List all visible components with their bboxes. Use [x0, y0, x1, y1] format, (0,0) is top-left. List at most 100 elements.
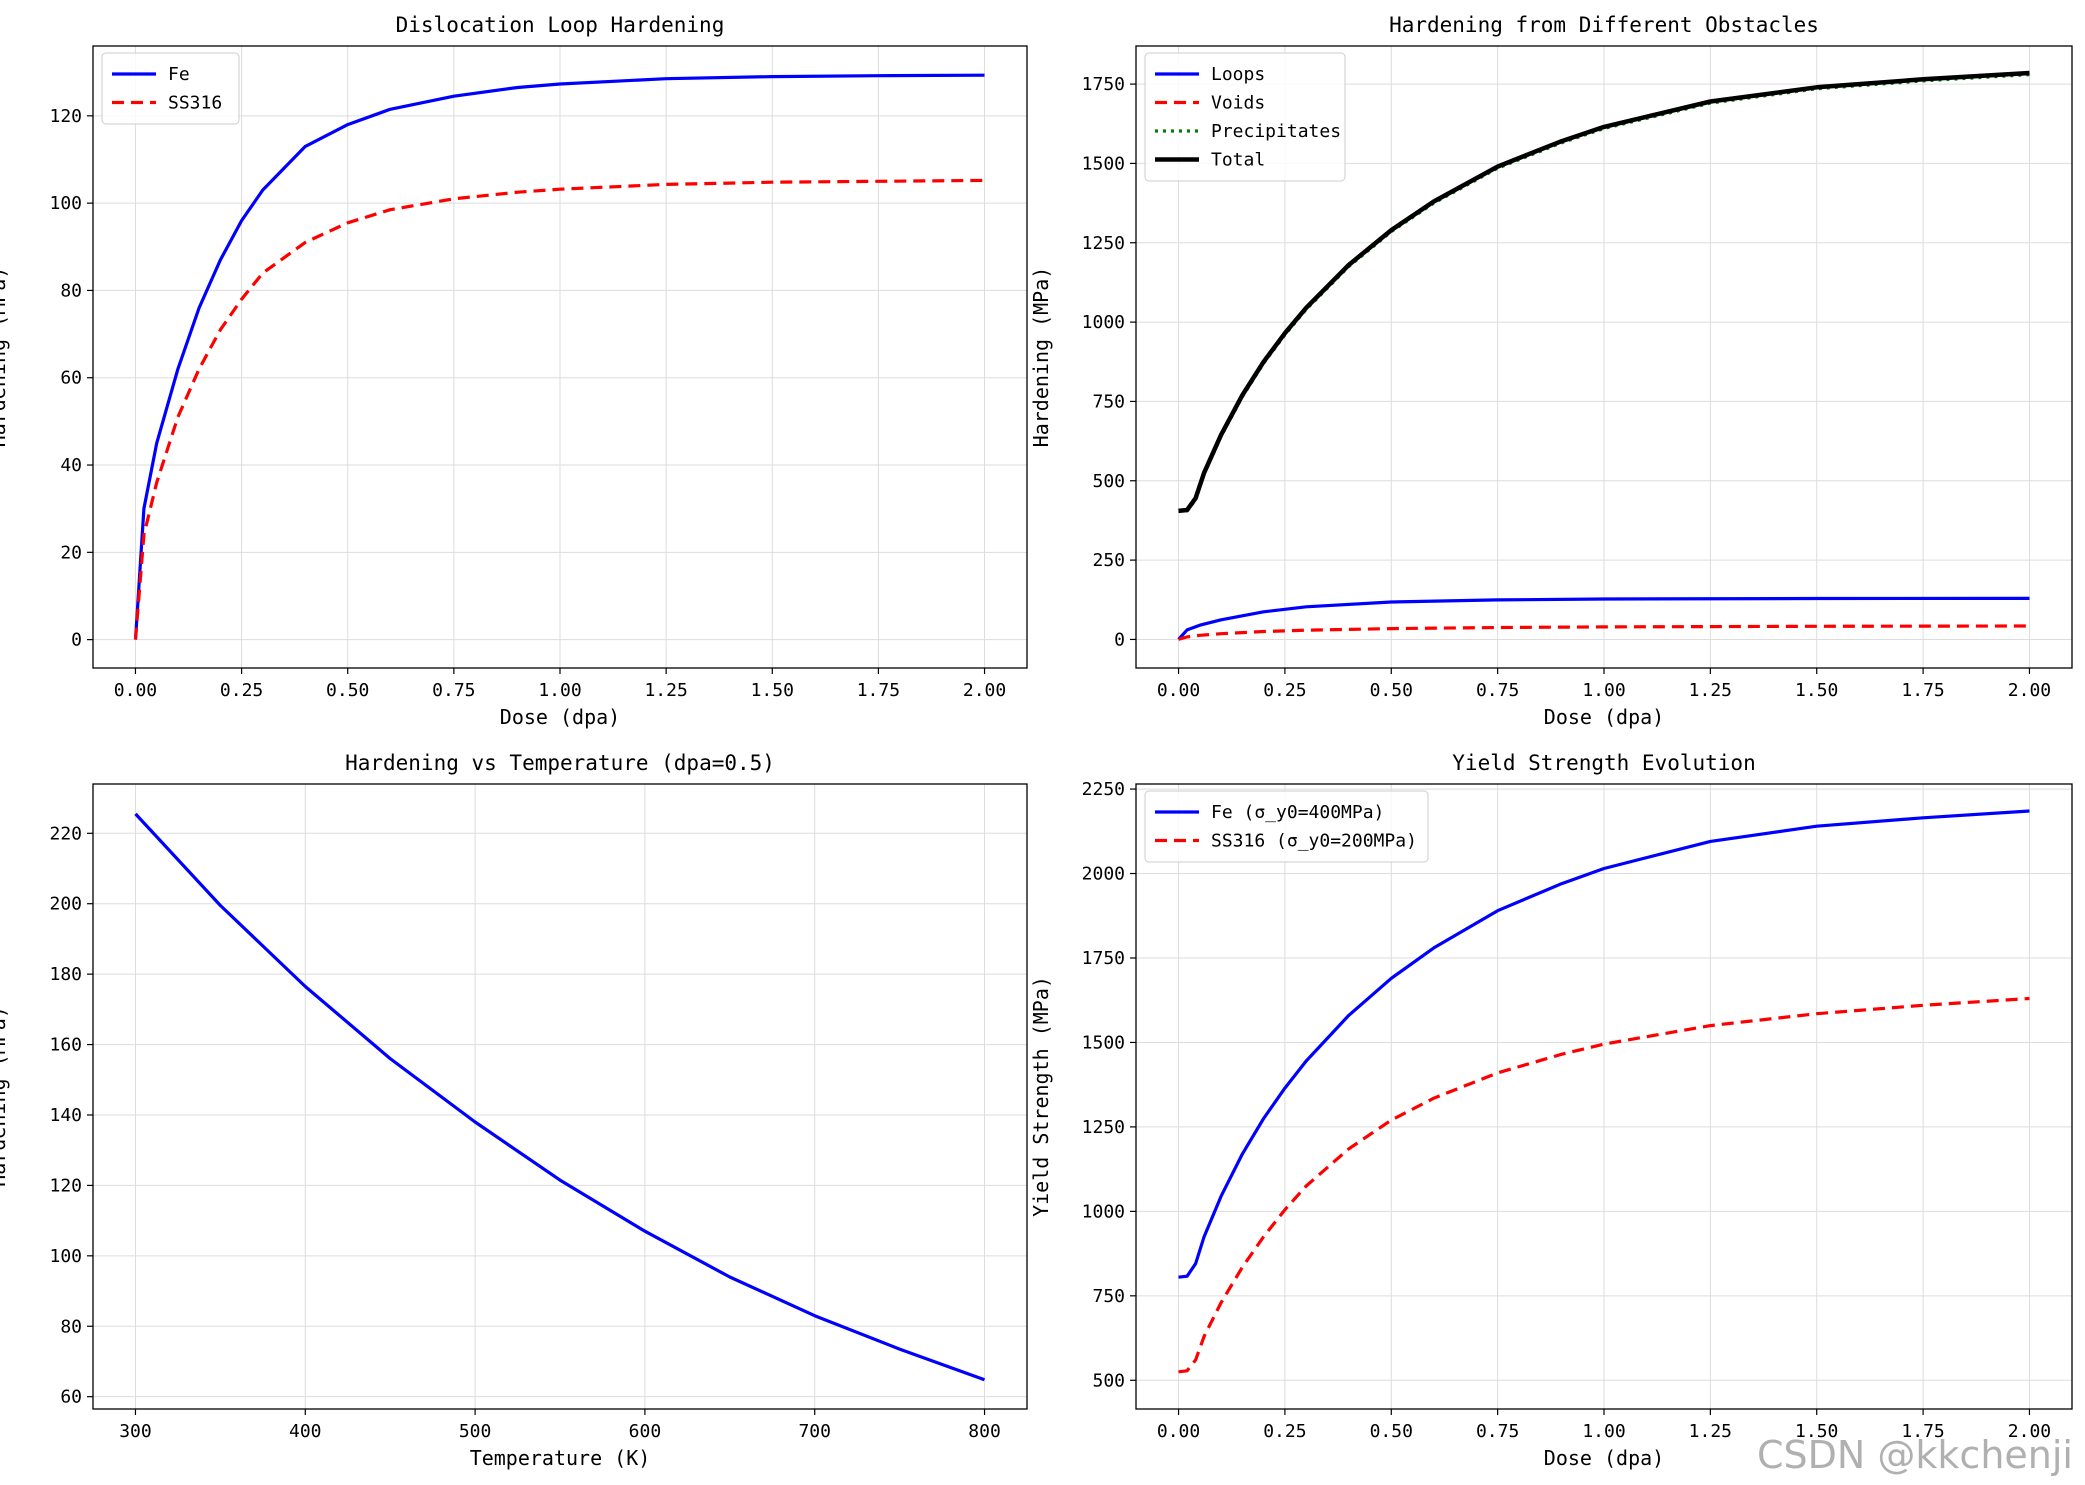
y-axis-label: Hardening (MPa)	[0, 1006, 10, 1187]
x-tick-label: 0.25	[1263, 680, 1306, 701]
legend: Fe (σ_y0=400MPa) SS316 (σ_y0=200MPa)	[1144, 790, 1429, 863]
x-tick-label: 0.75	[432, 680, 475, 701]
legend-box	[101, 52, 240, 125]
x-tick-label: 0.75	[1476, 680, 1519, 701]
legend-entry: Voids	[1211, 93, 1265, 114]
y-tick-label: 500	[1092, 1370, 1125, 1391]
y-tick-label: 140	[49, 1105, 82, 1126]
chart-panel-2: 0.00 0.25 0.50 0.75 1.00 1.25 1.50 1.75 2.00 0 250…	[1029, 13, 2073, 729]
x-tick-label: 0.50	[326, 680, 369, 701]
legend-entry: Precipitates	[1211, 121, 1341, 142]
legend-box	[1144, 790, 1429, 863]
y-tick-label: 750	[1092, 1286, 1125, 1307]
chart-panel-4: 0.00 0.25 0.50 0.75 1.00 1.25 1.50 1.75 2.00 500 7…	[1029, 751, 2073, 1470]
series-line-fe-y0-400mpa-	[1178, 809, 2030, 1279]
series-line-total	[1178, 70, 2030, 514]
y-tick-label: 80	[60, 1316, 82, 1337]
y-tick-label: 1000	[1082, 1201, 1125, 1222]
y-tick-label: 200	[49, 894, 82, 915]
x-tick-label: 0.25	[1263, 1421, 1306, 1442]
x-tick-label: 2.00	[2008, 680, 2051, 701]
x-tick-label: 500	[459, 1421, 492, 1442]
x-tick-label: 1.50	[1795, 680, 1838, 701]
legend-entry: Loops	[1211, 64, 1265, 85]
y-tick-label: 100	[49, 193, 82, 214]
x-tick-label: 600	[629, 1421, 662, 1442]
y-tick-label: 250	[1092, 550, 1125, 571]
legend-entry: Fe (σ_y0=400MPa)	[1211, 802, 1384, 823]
x-tick-label: 0.00	[1157, 680, 1200, 701]
x-tick-label: 1.25	[644, 680, 687, 701]
series-line-ss316	[133, 178, 985, 640]
x-tick-label: 2.00	[2008, 1421, 2051, 1442]
x-tick-label: 1.00	[538, 680, 581, 701]
x-tick-label: 1.75	[1901, 1421, 1944, 1442]
legend-entry: Fe	[168, 64, 190, 85]
x-tick-label: 1.00	[1582, 1421, 1625, 1442]
x-tick-label: 1.75	[857, 680, 900, 701]
x-tick-label: 700	[798, 1421, 831, 1442]
series-line-voids	[1178, 624, 2030, 641]
legend-box	[1144, 52, 1346, 182]
y-tick-label: 1500	[1082, 153, 1125, 174]
x-tick-label: 0.50	[1370, 1421, 1413, 1442]
y-tick-label: 20	[60, 542, 82, 563]
legend-entry: Total	[1211, 150, 1265, 171]
y-axis-label: Hardening (MPa)	[0, 267, 10, 448]
y-tick-label: 0	[1114, 629, 1125, 650]
y-tick-label: 2000	[1082, 864, 1125, 885]
chart-title: Hardening vs Temperature (dpa=0.5)	[345, 751, 775, 775]
series-line-ss316-y0-200mpa-	[1178, 996, 2030, 1374]
x-tick-label: 800	[968, 1421, 1001, 1442]
y-tick-label: 1250	[1082, 1117, 1125, 1138]
y-tick-label: 160	[49, 1035, 82, 1056]
y-tick-label: 1500	[1082, 1032, 1125, 1053]
x-tick-label: 1.50	[1795, 1421, 1838, 1442]
x-tick-label: 0.00	[1157, 1421, 1200, 1442]
chart-title: Hardening from Different Obstacles	[1389, 13, 1819, 37]
y-tick-label: 1250	[1082, 233, 1125, 254]
y-tick-label: 80	[60, 280, 82, 301]
y-tick-label: 120	[49, 106, 82, 127]
x-tick-label: 0.00	[114, 680, 157, 701]
x-tick-label: 0.25	[220, 680, 263, 701]
x-tick-label: 1.25	[1689, 1421, 1732, 1442]
x-tick-label: 1.25	[1689, 680, 1732, 701]
chart-panel-3: 300 400 500 600 700 800 60 80 100 120 140 160 180 200…	[0, 751, 1028, 1470]
legend-entry: SS316	[168, 93, 222, 114]
y-tick-label: 0	[71, 630, 82, 651]
x-tick-label: 400	[289, 1421, 322, 1442]
y-tick-label: 120	[49, 1175, 82, 1196]
y-tick-label: 1000	[1082, 312, 1125, 333]
x-tick-label: 1.50	[751, 680, 794, 701]
legend-entry: SS316 (σ_y0=200MPa)	[1211, 831, 1417, 852]
x-axis-label: Dose (dpa)	[500, 705, 620, 729]
y-tick-label: 750	[1092, 391, 1125, 412]
y-tick-label: 100	[49, 1246, 82, 1267]
series-line-hardening	[134, 812, 986, 1382]
x-tick-label: 1.00	[1582, 680, 1625, 701]
axes-frame	[92, 783, 1028, 1410]
chart-title: Yield Strength Evolution	[1452, 751, 1755, 775]
y-tick-label: 60	[60, 1387, 82, 1408]
y-tick-label: 180	[49, 964, 82, 985]
x-axis-label: Temperature (K)	[470, 1446, 651, 1470]
y-tick-label: 220	[49, 823, 82, 844]
chart-panel-1: 0.00 0.25 0.50 0.75 1.00 1.25 1.50 1.75 2.00 0 20 4…	[0, 13, 1028, 729]
x-tick-label: 0.75	[1476, 1421, 1519, 1442]
y-tick-label: 60	[60, 368, 82, 389]
y-tick-label: 500	[1092, 471, 1125, 492]
watermark: CSDN @kkchenji	[1757, 1433, 2073, 1477]
y-tick-label: 2250	[1082, 779, 1125, 800]
x-tick-label: 1.75	[1901, 680, 1944, 701]
y-tick-label: 1750	[1082, 948, 1125, 969]
x-tick-label: 0.50	[1370, 680, 1413, 701]
chart-title: Dislocation Loop Hardening	[396, 13, 725, 37]
y-axis-label: Hardening (MPa)	[1029, 267, 1053, 448]
series-line-loops	[1177, 596, 2030, 641]
legend: Fe SS316	[101, 52, 240, 125]
legend: Loops Voids Precipitates Total	[1144, 52, 1346, 182]
y-tick-label: 1750	[1082, 74, 1125, 95]
x-tick-label: 300	[119, 1421, 152, 1442]
